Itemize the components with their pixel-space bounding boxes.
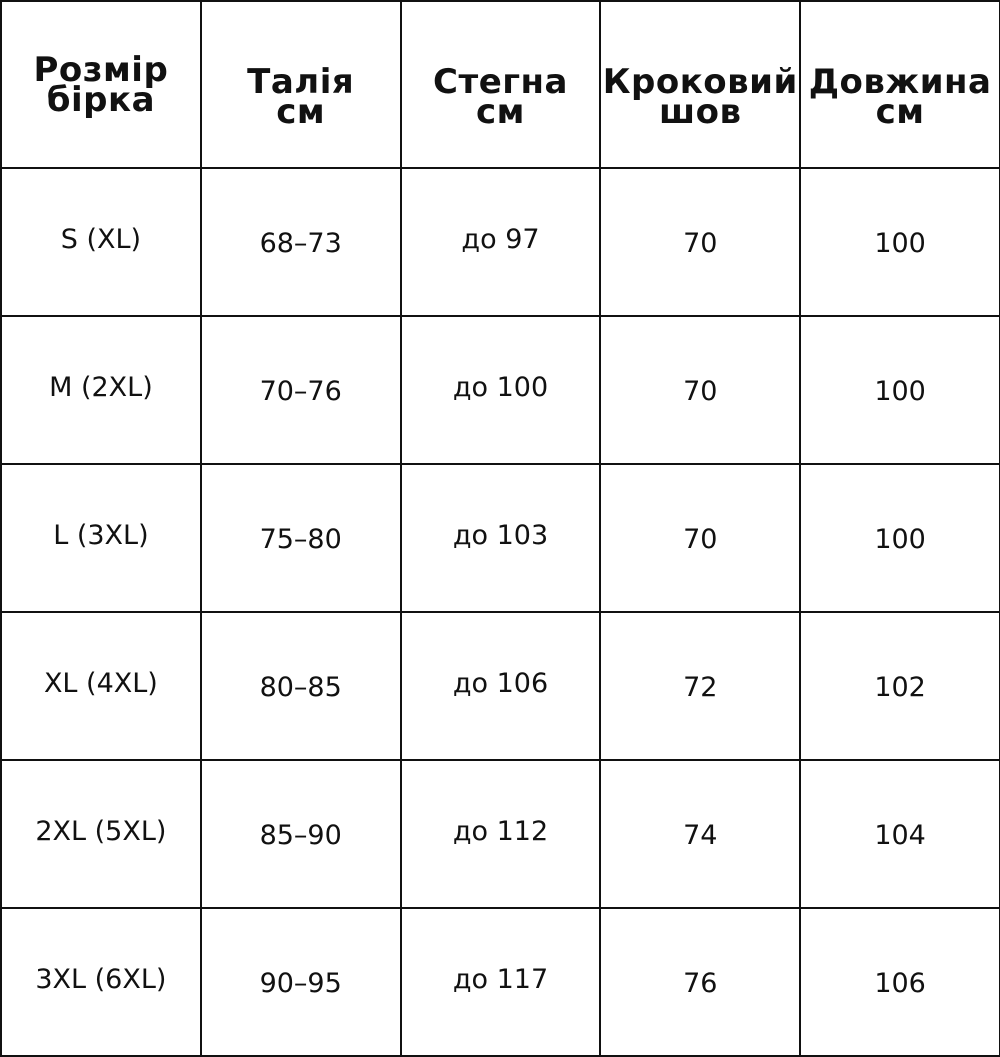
cell-inseam: 74 bbox=[599, 759, 802, 909]
header-text: Кроковий bbox=[602, 61, 798, 102]
cell-waist: 85–90 bbox=[199, 759, 402, 909]
cell-hips: до 97 bbox=[399, 167, 602, 317]
header-size-tag: Розмір бірка bbox=[0, 0, 202, 169]
cell-hips: до 103 bbox=[399, 463, 602, 613]
header-hips: Стегна см bbox=[399, 0, 602, 169]
cell-inseam: 72 bbox=[599, 611, 802, 761]
cell-size-tag: L (3XL) bbox=[0, 463, 202, 613]
table-row: XL (4XL) 80–85 до 106 72 102 bbox=[0, 611, 1000, 761]
table-row: S (XL) 68–73 до 97 70 100 bbox=[0, 167, 1000, 317]
table-row: L (3XL) 75–80 до 103 70 100 bbox=[0, 463, 1000, 613]
header-row: Розмір бірка Талія см Стегна см Кроковий шов… bbox=[0, 0, 1000, 169]
cell-length: 100 bbox=[799, 315, 1000, 465]
cell-waist: 70–76 bbox=[199, 315, 402, 465]
header-text: Розмір bbox=[33, 49, 169, 90]
cell-inseam: 70 bbox=[599, 463, 802, 613]
cell-waist: 68–73 bbox=[199, 167, 402, 317]
header-text: см bbox=[276, 91, 326, 132]
cell-inseam: 76 bbox=[599, 907, 802, 1057]
header-text: Довжина bbox=[808, 61, 992, 102]
cell-size-tag: XL (4XL) bbox=[0, 611, 202, 761]
table-row: 3XL (6XL) 90–95 до 117 76 106 bbox=[0, 907, 1000, 1057]
table-row: M (2XL) 70–76 до 100 70 100 bbox=[0, 315, 1000, 465]
cell-hips: до 100 bbox=[399, 315, 602, 465]
cell-length: 104 bbox=[799, 759, 1000, 909]
cell-hips: до 117 bbox=[399, 907, 602, 1057]
cell-waist: 75–80 bbox=[199, 463, 402, 613]
cell-length: 102 bbox=[799, 611, 1000, 761]
cell-hips: до 106 bbox=[399, 611, 602, 761]
header-text: шов bbox=[659, 91, 742, 132]
cell-size-tag: M (2XL) bbox=[0, 315, 202, 465]
cell-length: 100 bbox=[799, 463, 1000, 613]
cell-hips: до 112 bbox=[399, 759, 602, 909]
header-waist: Талія см bbox=[199, 0, 402, 169]
table-row: 2XL (5XL) 85–90 до 112 74 104 bbox=[0, 759, 1000, 909]
header-inseam: Кроковий шов bbox=[599, 0, 802, 169]
cell-waist: 90–95 bbox=[199, 907, 402, 1057]
cell-length: 106 bbox=[799, 907, 1000, 1057]
cell-size-tag: 3XL (6XL) bbox=[0, 907, 202, 1057]
header-text: бірка bbox=[46, 79, 156, 120]
header-text: Талія bbox=[247, 61, 355, 102]
cell-size-tag: S (XL) bbox=[0, 167, 202, 317]
cell-length: 100 bbox=[799, 167, 1000, 317]
header-text: Стегна bbox=[433, 61, 568, 102]
cell-waist: 80–85 bbox=[199, 611, 402, 761]
cell-inseam: 70 bbox=[599, 315, 802, 465]
cell-inseam: 70 bbox=[599, 167, 802, 317]
header-text: см bbox=[476, 91, 525, 132]
header-text: см bbox=[875, 91, 925, 132]
header-length: Довжина см bbox=[799, 0, 1000, 169]
cell-size-tag: 2XL (5XL) bbox=[0, 759, 202, 909]
